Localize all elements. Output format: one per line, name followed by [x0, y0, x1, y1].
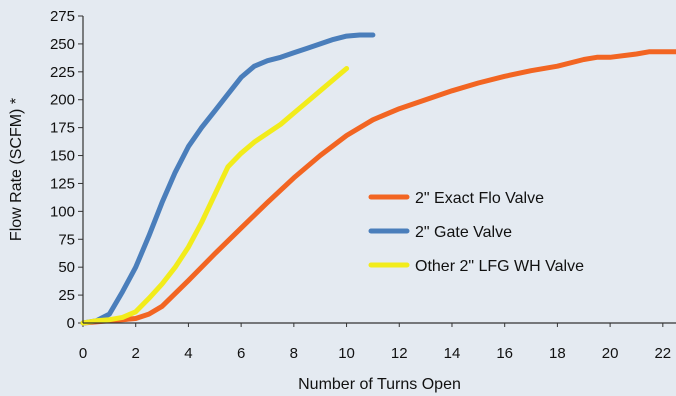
- y-tick-label: 50: [58, 259, 75, 276]
- y-tick-label: 275: [50, 8, 75, 25]
- y-tick-label: 100: [50, 203, 75, 220]
- legend-label: 2" Gate Valve: [415, 224, 512, 241]
- x-axis-ticks: 0 2 4 6 8 10 12 14 16 18 20 22: [79, 323, 671, 362]
- y-tick-label: 250: [50, 36, 75, 53]
- series-line-1: [80, 49, 676, 326]
- legend: 2" Exact Flo Valve 2" Gate Valve Other 2" …: [368, 190, 584, 275]
- x-tick-label: 16: [496, 345, 513, 362]
- y-tick-label: 125: [50, 175, 75, 192]
- x-tick-label: 2: [132, 345, 140, 362]
- y-axis-ticks: 0 25 50 75 100 125 150 175 200 225 250 275: [50, 8, 83, 332]
- y-tick-label: 175: [50, 120, 75, 137]
- x-tick-label: 18: [549, 345, 566, 362]
- x-tick-label: 0: [79, 345, 87, 362]
- x-tick-label: 8: [290, 345, 298, 362]
- series-line-2: [80, 32, 376, 326]
- y-tick-label: 0: [67, 315, 75, 332]
- series-line-3: [80, 66, 350, 326]
- legend-label: Other 2" LFG WH Valve: [415, 258, 584, 275]
- y-tick-label: 225: [50, 64, 75, 81]
- x-tick-label: 10: [338, 345, 355, 362]
- x-axis-label: Number of Turns Open: [298, 376, 461, 393]
- series-lines: [80, 32, 676, 326]
- x-tick-label: 6: [237, 345, 245, 362]
- x-tick-label: 14: [444, 345, 461, 362]
- y-tick-label: 75: [58, 231, 75, 248]
- y-tick-label: 150: [50, 148, 75, 165]
- y-axis-label: Flow Rate (SCFM) *: [8, 98, 25, 241]
- plot-area: [83, 16, 676, 323]
- x-tick-label: 4: [184, 345, 192, 362]
- y-tick-label: 200: [50, 92, 75, 109]
- y-tick-label: 25: [58, 287, 75, 304]
- x-tick-label: 20: [602, 345, 619, 362]
- legend-label: 2" Exact Flo Valve: [415, 190, 544, 207]
- x-tick-label: 12: [391, 345, 408, 362]
- x-tick-label: 22: [654, 345, 671, 362]
